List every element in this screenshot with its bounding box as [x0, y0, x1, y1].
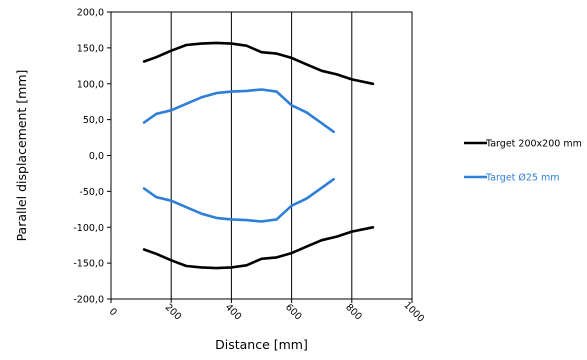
x-tick-label: 600 — [283, 302, 304, 323]
series-lines — [142, 41, 375, 270]
y-axis-tick-labels: -200,0 -150,0 -100,0 -50,0 0,0 50,0 100,0 150,0… — [73, 8, 111, 306]
y-tick-label: 0,0 — [89, 151, 104, 162]
x-tick-label: 0 — [107, 306, 119, 318]
y-tick-label: 150,0 — [77, 43, 104, 54]
plot-area-frame — [110, 11, 413, 300]
y-tick-label: 50,0 — [83, 115, 104, 126]
y-tick-label: 200,0 — [77, 8, 104, 19]
y-tick-label: -50,0 — [79, 187, 104, 198]
series-1-upper-line — [142, 41, 375, 86]
y-tick-label: -100,0 — [73, 223, 104, 234]
series-2-lower-line — [142, 177, 335, 223]
y-axis-title: Parallel displacement [mm] — [14, 70, 29, 242]
grid-lines — [170, 12, 353, 299]
x-tick-label: 1000 — [401, 300, 426, 325]
x-axis-tick-labels: 0 200 400 600 800 1000 — [107, 299, 426, 325]
legend: Target 200x200 mm Target Ø25 mm — [464, 139, 582, 184]
series-1-lower-line — [142, 226, 375, 270]
x-tick-label: 800 — [343, 302, 364, 323]
x-tick-label: 400 — [223, 302, 244, 323]
x-axis-title: Distance [mm] — [215, 337, 308, 352]
legend-label: Target 200x200 mm — [485, 139, 582, 150]
y-tick-label: 100,0 — [77, 79, 104, 90]
y-tick-label: -150,0 — [73, 259, 104, 270]
legend-label: Target Ø25 mm — [485, 173, 560, 184]
y-tick-label: -200,0 — [73, 295, 104, 306]
x-tick-label: 200 — [163, 302, 184, 323]
series-2-upper-line — [142, 88, 335, 134]
